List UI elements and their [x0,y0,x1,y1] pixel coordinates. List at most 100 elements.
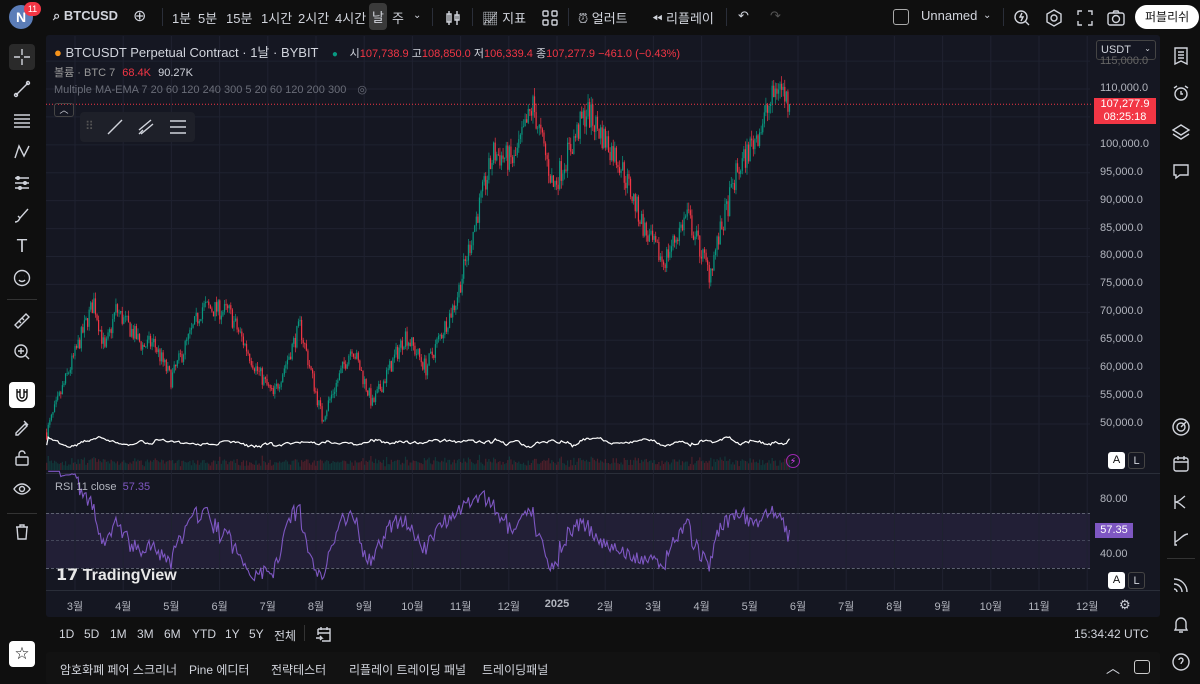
range-1y[interactable]: 1Y [225,627,240,641]
tf-5m[interactable]: 5분 [198,11,218,26]
brush-icon[interactable] [9,202,35,228]
emoji-icon[interactable] [9,265,35,291]
volume-label[interactable]: 볼륨 · BTC 7 [54,67,116,79]
auto-scale-button[interactable]: A [1108,452,1125,469]
tf-1w[interactable]: 주 [392,11,404,26]
parallel-channel-icon[interactable] [136,117,156,137]
compare-add-icon[interactable]: ⊕ [133,8,147,25]
range-5d[interactable]: 5D [84,627,100,641]
tab-trading-panel[interactable]: 트레이딩패널 [482,663,549,677]
tf-1d[interactable]: 날 [369,3,387,30]
layout-name[interactable]: Unnamed [921,8,978,23]
tf-1h[interactable]: 1시간 [261,11,293,26]
volume-bar [123,460,125,470]
volume-bar [681,461,684,470]
tf-1m[interactable]: 1분 [172,11,192,26]
watchlist-icon[interactable] [1169,44,1193,68]
scripts-icon[interactable] [1169,490,1193,514]
candle [390,361,392,372]
zoom-in-icon[interactable] [9,339,35,365]
tab-crypto-screener[interactable]: 암호화폐 페어 스크리너 [60,663,178,677]
layout-checkbox-icon[interactable] [893,9,909,25]
range-all[interactable]: 전체 [274,629,297,643]
notification-bell-icon[interactable] [1169,612,1193,636]
magnet-icon[interactable] [9,382,35,408]
prediction-icon[interactable] [9,170,35,196]
redo-icon[interactable]: ↷ [770,8,781,23]
fib-lines-icon[interactable] [9,108,35,134]
range-6m[interactable]: 6M [164,627,181,641]
collapse-legend-button[interactable]: ︿ [54,103,74,117]
rsi-log-scale-button[interactable]: L [1128,572,1145,589]
tab-strategy-tester[interactable]: 전략테스터 [271,663,327,677]
candle [662,261,665,265]
volume-bar [176,460,178,470]
tab-replay-trading-panel[interactable]: 리플레이 트레이딩 패널 [349,663,467,677]
settings-gear-icon[interactable] [1044,8,1064,31]
log-scale-button[interactable]: L [1128,452,1145,469]
eye-icon[interactable] [9,476,35,502]
volume-bar [445,462,448,470]
alert-button[interactable]: ⏰︎ 얼러트 [578,8,628,27]
symbol-title[interactable]: BTCUSDT Perpetual Contract · 1날 · BYBIT [65,45,319,60]
trash-icon[interactable] [9,519,35,545]
fullscreen-icon[interactable] [1075,8,1095,31]
currency-select[interactable]: USDT ⌄ [1096,40,1156,60]
camera-icon[interactable] [1106,8,1126,31]
undo-icon[interactable]: ↶ [738,8,749,23]
text-icon[interactable]: T [16,235,28,256]
horizontal-lines-icon[interactable] [168,117,188,137]
pattern-icon[interactable] [9,139,35,165]
ma-label[interactable]: Multiple MA-EMA 7 20 60 120 240 300 5 20… [54,84,347,96]
lock-icon[interactable] [9,445,35,471]
tab-pine-editor[interactable]: Pine 에디터 [189,663,250,677]
maximize-panel-icon[interactable] [1134,660,1150,674]
range-5y[interactable]: 5Y [249,627,264,641]
rsi-auto-scale-button[interactable]: A [1108,572,1125,589]
goto-date-icon[interactable] [314,624,334,647]
tf-4h[interactable]: 4시간 [335,11,367,26]
target-icon[interactable] [1169,415,1193,439]
bitcoin-icon: ● [54,45,62,60]
chevron-up-icon[interactable]: ︿ [1106,660,1120,676]
time-axis-settings-icon[interactable]: ⚙︎ [1119,597,1131,612]
lightning-event-icon[interactable]: ⚡︎ [786,454,800,468]
candle [285,364,287,369]
eye-hidden-icon[interactable]: ◎ [357,84,367,96]
chat-icon[interactable] [1169,159,1193,183]
templates-grid-icon[interactable] [540,8,560,31]
tf-2h[interactable]: 2시간 [298,11,330,26]
indicators-button[interactable]: 📈︎ 지표 [482,8,526,27]
candle [275,384,278,387]
feed-icon[interactable] [1169,573,1193,597]
volume-bar [299,466,301,470]
chevron-down-icon[interactable]: ⌄ [413,10,422,21]
help-icon[interactable] [1169,650,1193,674]
tf-15m[interactable]: 15분 [226,11,253,26]
quick-search-icon[interactable] [1012,8,1032,31]
pane-divider[interactable] [46,473,1160,474]
range-1m[interactable]: 1M [110,627,127,641]
options-icon[interactable] [1169,526,1193,550]
calendar-icon[interactable] [1169,452,1193,476]
layout-chevron-down-icon[interactable]: ⌄ [983,10,992,21]
lock-pencil-icon[interactable] [9,414,35,440]
star-icon[interactable]: ☆ [9,641,35,667]
candles-chart-type-icon[interactable] [443,8,463,31]
rsi-legend[interactable]: RSI 11 close 57.35 [55,481,150,493]
clock-utc[interactable]: 15:34:42 UTC [1074,627,1149,641]
range-ytd[interactable]: YTD [192,627,216,641]
alerts-clock-icon[interactable] [1169,81,1193,105]
layers-icon[interactable] [1169,120,1193,144]
trend-line-icon[interactable] [9,76,35,102]
publish-button[interactable]: 퍼블리쉬 [1135,5,1200,29]
replay-button[interactable]: ⏪︎ 리플레이 [652,8,714,27]
trend-line-icon[interactable] [105,117,125,137]
drag-handle-icon[interactable]: ⠿ [85,119,94,133]
ruler-icon[interactable] [9,308,35,334]
symbol-search[interactable]: ⌕ BTCUSD [53,8,118,24]
chart-panel[interactable] [46,35,1160,617]
range-3m[interactable]: 3M [137,627,154,641]
range-1d[interactable]: 1D [59,627,75,641]
crosshair-icon[interactable] [9,44,35,70]
